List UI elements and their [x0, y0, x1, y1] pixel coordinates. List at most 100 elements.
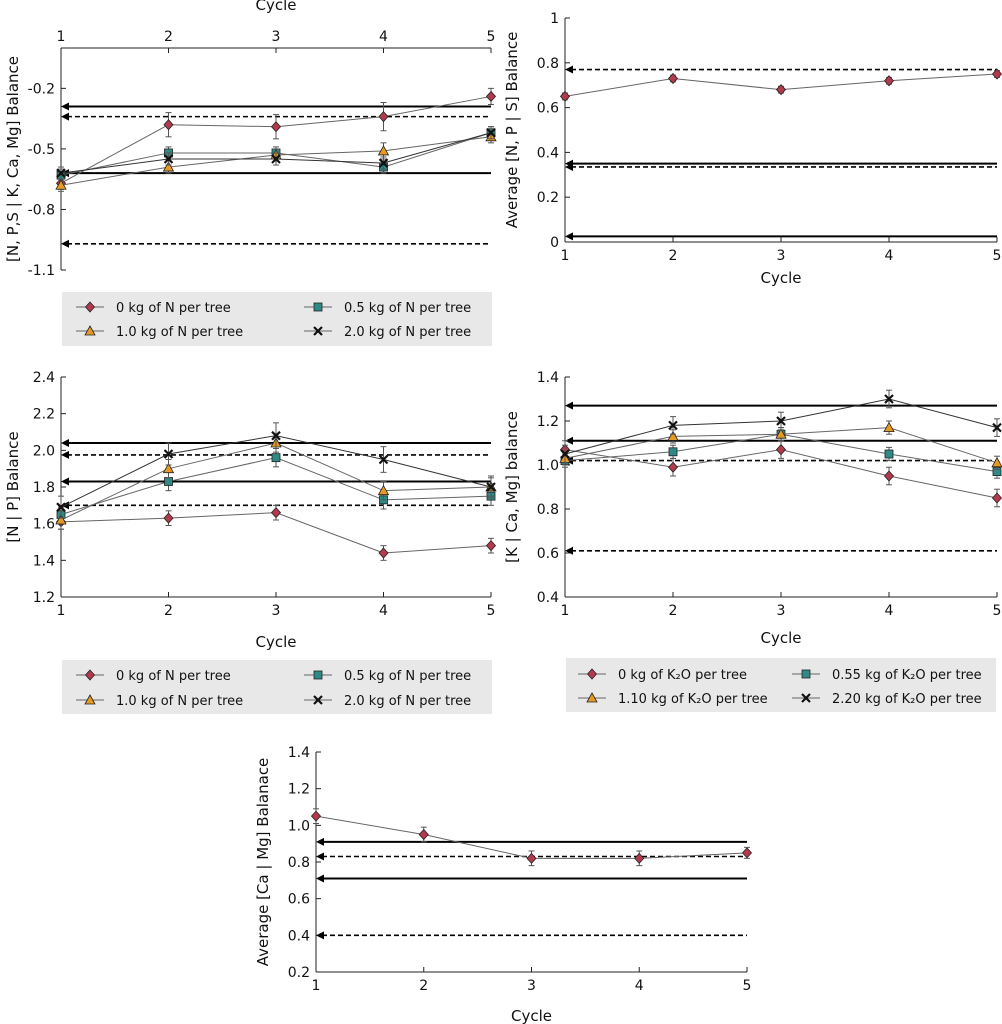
y-tick-label: 2.0 [33, 443, 55, 459]
x-tick-label: 1 [312, 978, 321, 994]
x-tick-label: 3 [272, 29, 281, 45]
series-3 [56, 422, 496, 519]
legend-marker [313, 326, 323, 336]
legend-label: 0 kg of N per tree [116, 669, 231, 684]
data-point [55, 179, 67, 190]
y-axis-label: [N, P,S | K, Ca, Mg] Balance [4, 56, 22, 262]
data-point [163, 119, 174, 131]
series-line [60, 95, 492, 184]
y-tick-label: 1.0 [288, 818, 310, 834]
data-point [667, 72, 679, 85]
legend-background [62, 292, 492, 346]
data-point [991, 456, 1002, 468]
data-point [418, 828, 429, 841]
data-point [883, 421, 895, 433]
x-tick-label: 2 [419, 978, 428, 994]
data-point [991, 492, 1002, 504]
data-point [163, 154, 174, 164]
legend: 0 kg of N per tree 0.5 kg of N per tree 1.… [62, 292, 492, 346]
y-tick-label: 0 [550, 235, 559, 251]
reference-arrowhead [565, 162, 573, 171]
legend-label: 0.55 kg of K₂O per tree [832, 668, 982, 683]
x-tick-label: 4 [379, 603, 388, 619]
data-point [271, 453, 281, 463]
legend-label: 1.0 kg of N per tree [116, 325, 243, 340]
legend-marker [801, 669, 811, 679]
series-3 [560, 389, 1002, 464]
legend: 0 kg of K₂O per tree 0.55 kg of K₂O per t… [566, 658, 996, 712]
data-point [992, 422, 1002, 433]
legend-label: 0.5 kg of N per tree [344, 669, 471, 684]
reference-arrowhead [61, 477, 69, 486]
x-tick-label: 4 [379, 29, 388, 45]
data-point [776, 416, 786, 426]
legend-marker [586, 692, 598, 703]
reference-arrowhead [565, 65, 573, 74]
y-tick-label: -1.1 [28, 263, 55, 279]
legend-marker [84, 669, 96, 681]
legend-background [566, 658, 996, 712]
data-point [271, 430, 281, 441]
data-point [486, 127, 496, 138]
x-axis-label: Cycle [761, 269, 802, 287]
legend-label: 2.0 kg of N per tree [344, 694, 471, 709]
x-tick-label: 5 [993, 603, 1002, 619]
data-point [485, 540, 497, 552]
data-point [884, 394, 894, 404]
series-3 [56, 126, 496, 180]
data-point [560, 449, 570, 459]
series-0 [55, 504, 497, 561]
data-point [883, 470, 895, 482]
y-tick-label: 0.6 [537, 101, 559, 117]
data-point [56, 168, 66, 178]
data-point [310, 810, 322, 822]
legend-marker [313, 670, 323, 680]
data-point [378, 547, 389, 559]
reference-arrowhead [61, 112, 69, 121]
reference-arrowhead [565, 436, 573, 445]
data-point [486, 482, 496, 492]
x-axis-label: Cycle [256, 633, 297, 651]
y-tick-label: 0.8 [288, 855, 310, 871]
y-tick-label: 1.4 [33, 553, 55, 569]
legend-label: 1.0 kg of N per tree [116, 694, 243, 709]
reference-arrowhead [565, 401, 573, 410]
reference-arrowhead [61, 239, 69, 248]
data-point [378, 454, 389, 465]
data-point [884, 449, 894, 459]
y-tick-label: 1.2 [288, 782, 310, 798]
chart-np-balance: 1.2 1.4 1.6 1.8 2.0 2.2 2.4 1 2 3 4 5 Cycle [N | P] B… [4, 370, 497, 714]
data-point [485, 90, 497, 103]
x-tick-label: 2 [669, 603, 678, 619]
y-tick-label: 0.2 [288, 965, 310, 981]
x-tick-label: 5 [743, 978, 752, 994]
y-tick-label: 2.4 [33, 370, 55, 386]
x-tick-label: 2 [164, 29, 173, 45]
reference-arrowhead [61, 450, 69, 459]
x-tick-label: 4 [885, 248, 894, 264]
x-tick-label: 2 [164, 603, 173, 619]
legend-label: 0.5 kg of N per tree [344, 301, 471, 316]
data-point [991, 68, 1002, 80]
data-point [271, 154, 281, 164]
x-tick-label: 1 [57, 29, 66, 45]
data-point [270, 507, 282, 519]
data-point [775, 84, 787, 96]
reference-arrowhead [565, 232, 573, 241]
legend-marker [84, 325, 96, 336]
chart-average-camg-balance: 0.2 0.4 0.6 0.8 1.0 1.2 1.4 1 2 3 4 5 Cycle Average [… [254, 745, 753, 1024]
legend-marker [84, 694, 96, 705]
legend-marker [313, 695, 323, 705]
x-axis-label: Cycle [761, 629, 802, 647]
series-0 [559, 68, 1002, 102]
data-point [668, 420, 678, 431]
legend-marker [801, 693, 811, 703]
x-axis-label: Cycle [511, 1007, 552, 1024]
reference-arrowhead [316, 931, 324, 940]
x-tick-label: 3 [777, 603, 786, 619]
data-point [668, 447, 678, 457]
data-point [377, 145, 390, 156]
reference-arrowhead [61, 439, 69, 447]
reference-arrowhead [316, 874, 324, 883]
data-point [163, 512, 174, 524]
